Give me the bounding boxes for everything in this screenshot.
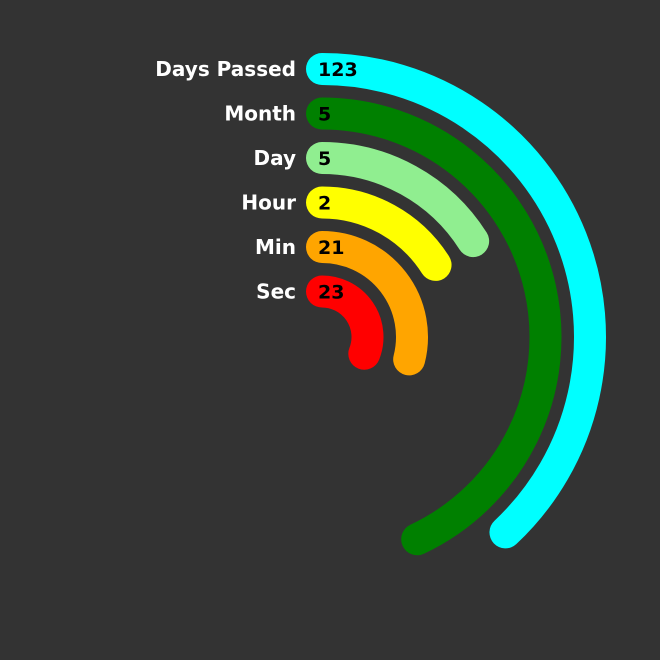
bar-min	[306, 231, 428, 376]
bar-month	[306, 97, 562, 556]
value-day: 5	[318, 148, 331, 170]
label-min: Min	[255, 235, 296, 259]
value-sec: 23	[318, 282, 344, 304]
value-month: 5	[318, 104, 331, 126]
label-month: Month	[224, 102, 296, 126]
value-min: 21	[318, 237, 344, 259]
bar-sec	[306, 275, 384, 370]
bar-days-passed	[306, 53, 606, 549]
label-sec: Sec	[256, 280, 296, 304]
label-hour: Hour	[241, 191, 296, 215]
label-days-passed: Days Passed	[155, 57, 296, 81]
bar-day	[306, 142, 490, 258]
value-days-passed: 123	[318, 59, 358, 81]
bar-hour	[306, 186, 452, 281]
value-hour: 2	[318, 193, 331, 215]
label-day: Day	[253, 146, 296, 170]
